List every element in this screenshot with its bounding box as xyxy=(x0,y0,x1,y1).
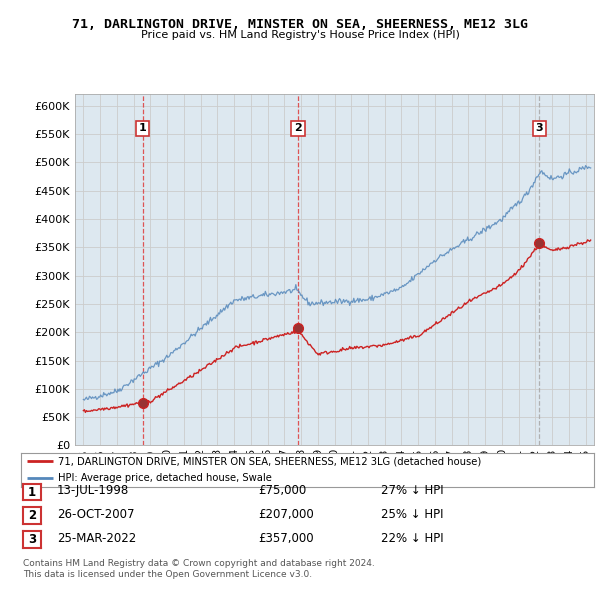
Text: Price paid vs. HM Land Registry's House Price Index (HPI): Price paid vs. HM Land Registry's House … xyxy=(140,30,460,40)
Text: 3: 3 xyxy=(535,123,543,133)
Text: 22% ↓ HPI: 22% ↓ HPI xyxy=(381,532,443,545)
Text: 71, DARLINGTON DRIVE, MINSTER ON SEA, SHEERNESS, ME12 3LG: 71, DARLINGTON DRIVE, MINSTER ON SEA, SH… xyxy=(72,18,528,31)
Text: 1: 1 xyxy=(28,486,36,499)
Text: 26-OCT-2007: 26-OCT-2007 xyxy=(57,508,134,521)
Text: Contains HM Land Registry data © Crown copyright and database right 2024.: Contains HM Land Registry data © Crown c… xyxy=(23,559,374,568)
Text: 25% ↓ HPI: 25% ↓ HPI xyxy=(381,508,443,521)
Text: £357,000: £357,000 xyxy=(258,532,314,545)
Text: HPI: Average price, detached house, Swale: HPI: Average price, detached house, Swal… xyxy=(58,473,272,483)
Text: This data is licensed under the Open Government Licence v3.0.: This data is licensed under the Open Gov… xyxy=(23,571,312,579)
Text: 2: 2 xyxy=(28,509,36,522)
Text: 2: 2 xyxy=(294,123,302,133)
Text: 3: 3 xyxy=(28,533,36,546)
Text: £207,000: £207,000 xyxy=(258,508,314,521)
Text: 71, DARLINGTON DRIVE, MINSTER ON SEA, SHEERNESS, ME12 3LG (detached house): 71, DARLINGTON DRIVE, MINSTER ON SEA, SH… xyxy=(58,456,481,466)
Text: 25-MAR-2022: 25-MAR-2022 xyxy=(57,532,136,545)
Text: 27% ↓ HPI: 27% ↓ HPI xyxy=(381,484,443,497)
Text: 1: 1 xyxy=(139,123,146,133)
Text: £75,000: £75,000 xyxy=(258,484,306,497)
Text: 13-JUL-1998: 13-JUL-1998 xyxy=(57,484,129,497)
